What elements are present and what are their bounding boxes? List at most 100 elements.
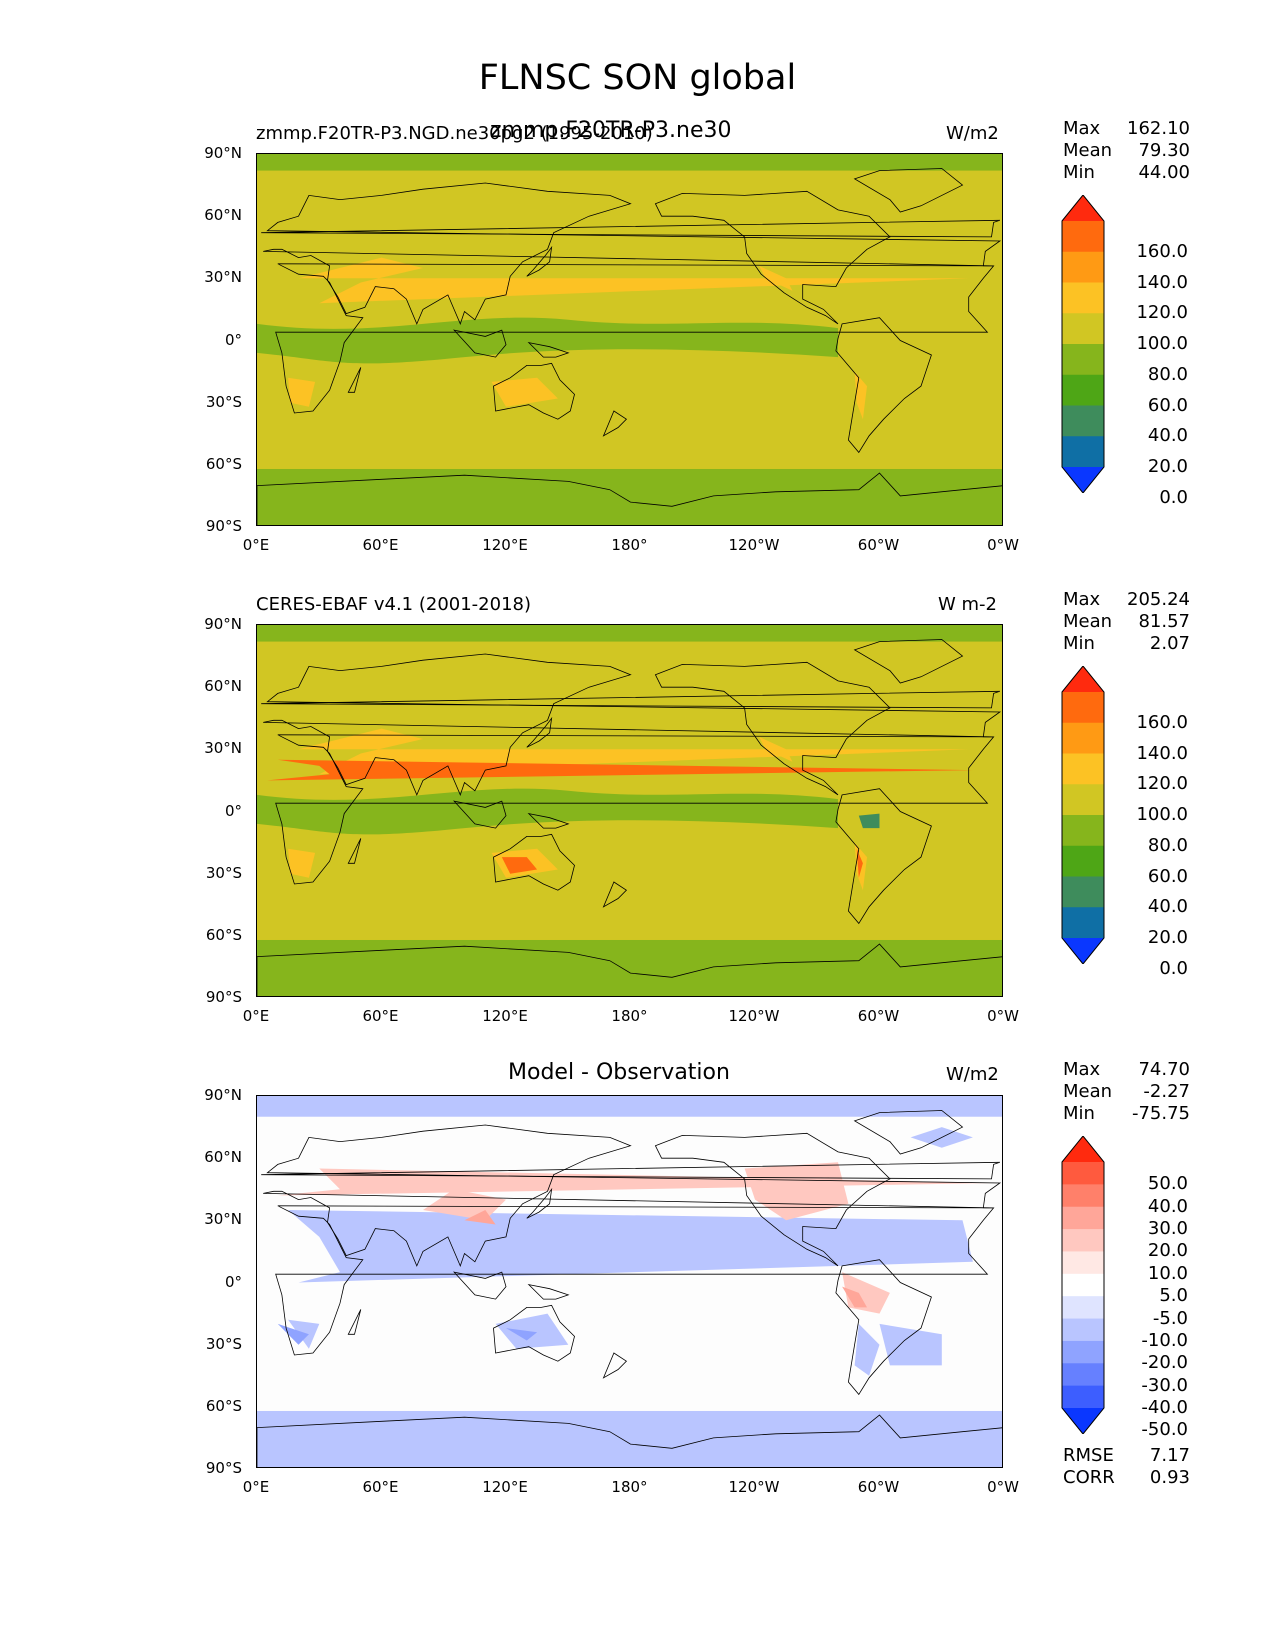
colorbar-tick-label: -10.0 — [1141, 1329, 1188, 1351]
colorbar-segment — [1062, 722, 1104, 754]
colorbar-tick-label: -30.0 — [1141, 1374, 1188, 1396]
panel1-mean-label: Mean — [1063, 140, 1113, 161]
africa-coastline — [275, 734, 995, 885]
x-tick-label: 120°W — [728, 536, 780, 554]
colorbar-segment — [1062, 845, 1104, 877]
colorbar-segment — [1062, 1318, 1104, 1342]
y-tick-label: 30°N — [204, 268, 242, 287]
y-tick-label: 60°S — [205, 454, 242, 473]
newguinea-coastline — [527, 341, 570, 358]
field-region — [288, 848, 316, 878]
colorbar-tick-label: 50.0 — [1147, 1173, 1188, 1195]
colorbar-segment — [1062, 436, 1104, 468]
uk-coastline — [261, 690, 1001, 709]
samerica-coastline — [835, 317, 932, 454]
field-band — [257, 1410, 1002, 1467]
antarctica-coastline — [257, 1414, 1002, 1467]
panel1-mean-value: 79.30 — [1138, 140, 1190, 161]
colorbar-under-triangle — [1062, 1408, 1104, 1434]
rmse-value: 7.17 — [1149, 1445, 1190, 1466]
colorbar-segment — [1062, 692, 1104, 724]
colorbar-outline — [1061, 1136, 1105, 1434]
panel3-max-label: Max — [1063, 1059, 1101, 1080]
field-region — [298, 257, 969, 304]
x-tick-label: 60°W — [857, 536, 900, 554]
field-region — [842, 1286, 867, 1308]
field-band — [257, 625, 1002, 642]
field-region — [288, 377, 316, 407]
panel2-max-value: 205.24 — [1127, 589, 1190, 610]
y-tick-label: 90°N — [204, 615, 242, 633]
panel1-min-label: Min — [1063, 162, 1095, 183]
y-tick-label: 30°S — [205, 1334, 242, 1353]
map-background — [257, 1096, 1002, 1467]
y-tick-label: 30°S — [205, 392, 242, 411]
panel1-max-label: Max — [1063, 118, 1101, 139]
uk-coastline — [261, 1161, 1001, 1180]
figure-title: FLNSC SON global — [478, 58, 797, 98]
colorbar-segment — [1062, 1340, 1104, 1364]
colorbar-segment — [1062, 1385, 1104, 1409]
y-tick-label: 0° — [224, 1272, 242, 1291]
colorbar-tick-label: 30.0 — [1147, 1218, 1188, 1240]
colorbar-segment — [1062, 344, 1104, 376]
uk-coastline — [261, 219, 1001, 238]
y-tick-label: 30°S — [205, 863, 242, 882]
field-band — [257, 317, 838, 364]
newguinea-coastline — [527, 1283, 570, 1300]
namerica-coastline — [654, 190, 891, 325]
colorbar-segment — [1062, 1206, 1104, 1230]
panel1-overlay-title: zmmp.F20TR-P3.ne30 — [490, 118, 732, 143]
field-region — [491, 377, 558, 407]
madagascar-coastline — [347, 367, 362, 393]
colorbar-segment — [1062, 1296, 1104, 1320]
field-region — [464, 1210, 496, 1225]
nz-coastline — [602, 1352, 628, 1379]
colorbar-tick-label: -50.0 — [1141, 1419, 1188, 1441]
colorbar-segment — [1062, 1363, 1104, 1387]
colorbar-tick-label: 140.0 — [1136, 742, 1188, 764]
colorbar-tick-label: 160.0 — [1136, 240, 1188, 262]
x-tick-label: 180° — [611, 1478, 648, 1496]
x-tick-label: 120°E — [482, 1007, 528, 1025]
panel2-max-label: Max — [1063, 589, 1101, 610]
field-region — [506, 1328, 538, 1341]
colorbar-segment — [1062, 374, 1104, 406]
x-tick-label: 0°W — [987, 1007, 1019, 1025]
field-region — [277, 1323, 309, 1345]
colorbar-tick-label: 40.0 — [1147, 425, 1188, 447]
y-tick-label: 30°N — [204, 739, 242, 758]
panel3-mean-value: -2.27 — [1143, 1081, 1190, 1102]
panel2-mean-value: 81.57 — [1138, 611, 1190, 632]
y-tick-label: 90°N — [204, 1086, 242, 1104]
antarctica-coastline — [257, 943, 1002, 996]
y-tick-label: 0° — [224, 330, 242, 349]
field-region — [495, 1313, 569, 1349]
panel3-mean-label: Mean — [1063, 1081, 1113, 1102]
panel3-colorbar — [1061, 1136, 1105, 1434]
field-band — [257, 468, 1002, 525]
y-tick-label: 60°S — [205, 925, 242, 944]
x-tick-label: 180° — [611, 536, 648, 554]
field-region — [759, 265, 793, 291]
x-tick-label: 0°E — [242, 1007, 270, 1025]
panel3-min-value: -75.75 — [1131, 1103, 1190, 1124]
x-tick-label: 0°E — [242, 1478, 270, 1496]
namerica-coastline — [654, 1132, 891, 1267]
field-band — [257, 1096, 1002, 1117]
panel2-mean-label: Mean — [1063, 611, 1113, 632]
x-tick-label: 60°W — [857, 1007, 900, 1025]
panel2-colorbar — [1061, 666, 1105, 964]
corr-label: CORR — [1063, 1467, 1115, 1488]
x-tick-label: 120°E — [482, 1478, 528, 1496]
nz-coastline — [602, 410, 628, 437]
newguinea-coastline — [527, 812, 570, 829]
field-band — [257, 788, 838, 835]
field-region — [267, 759, 973, 781]
colorbar-under-triangle — [1062, 467, 1104, 493]
colorbar-segment — [1062, 784, 1104, 816]
y-tick-label: 60°N — [204, 206, 242, 225]
colorbar-segment — [1062, 1273, 1104, 1297]
y-tick-label: 90°S — [205, 1459, 242, 1477]
indonesia-coastline — [452, 329, 507, 358]
